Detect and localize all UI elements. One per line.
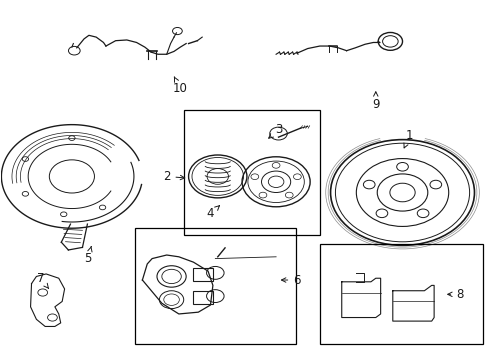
Text: 7: 7 <box>37 272 48 288</box>
Text: 5: 5 <box>84 247 92 265</box>
Bar <box>319 244 482 344</box>
Text: 4: 4 <box>206 206 219 220</box>
Text: 9: 9 <box>371 92 379 112</box>
Text: 8: 8 <box>447 288 463 301</box>
Text: 6: 6 <box>281 274 300 287</box>
Bar <box>183 111 319 235</box>
Text: 3: 3 <box>268 123 282 138</box>
Bar <box>135 228 295 344</box>
Bar <box>193 291 212 304</box>
Bar <box>193 267 212 281</box>
Text: 2: 2 <box>163 170 184 183</box>
Text: 1: 1 <box>403 129 413 148</box>
Text: 10: 10 <box>173 77 187 95</box>
